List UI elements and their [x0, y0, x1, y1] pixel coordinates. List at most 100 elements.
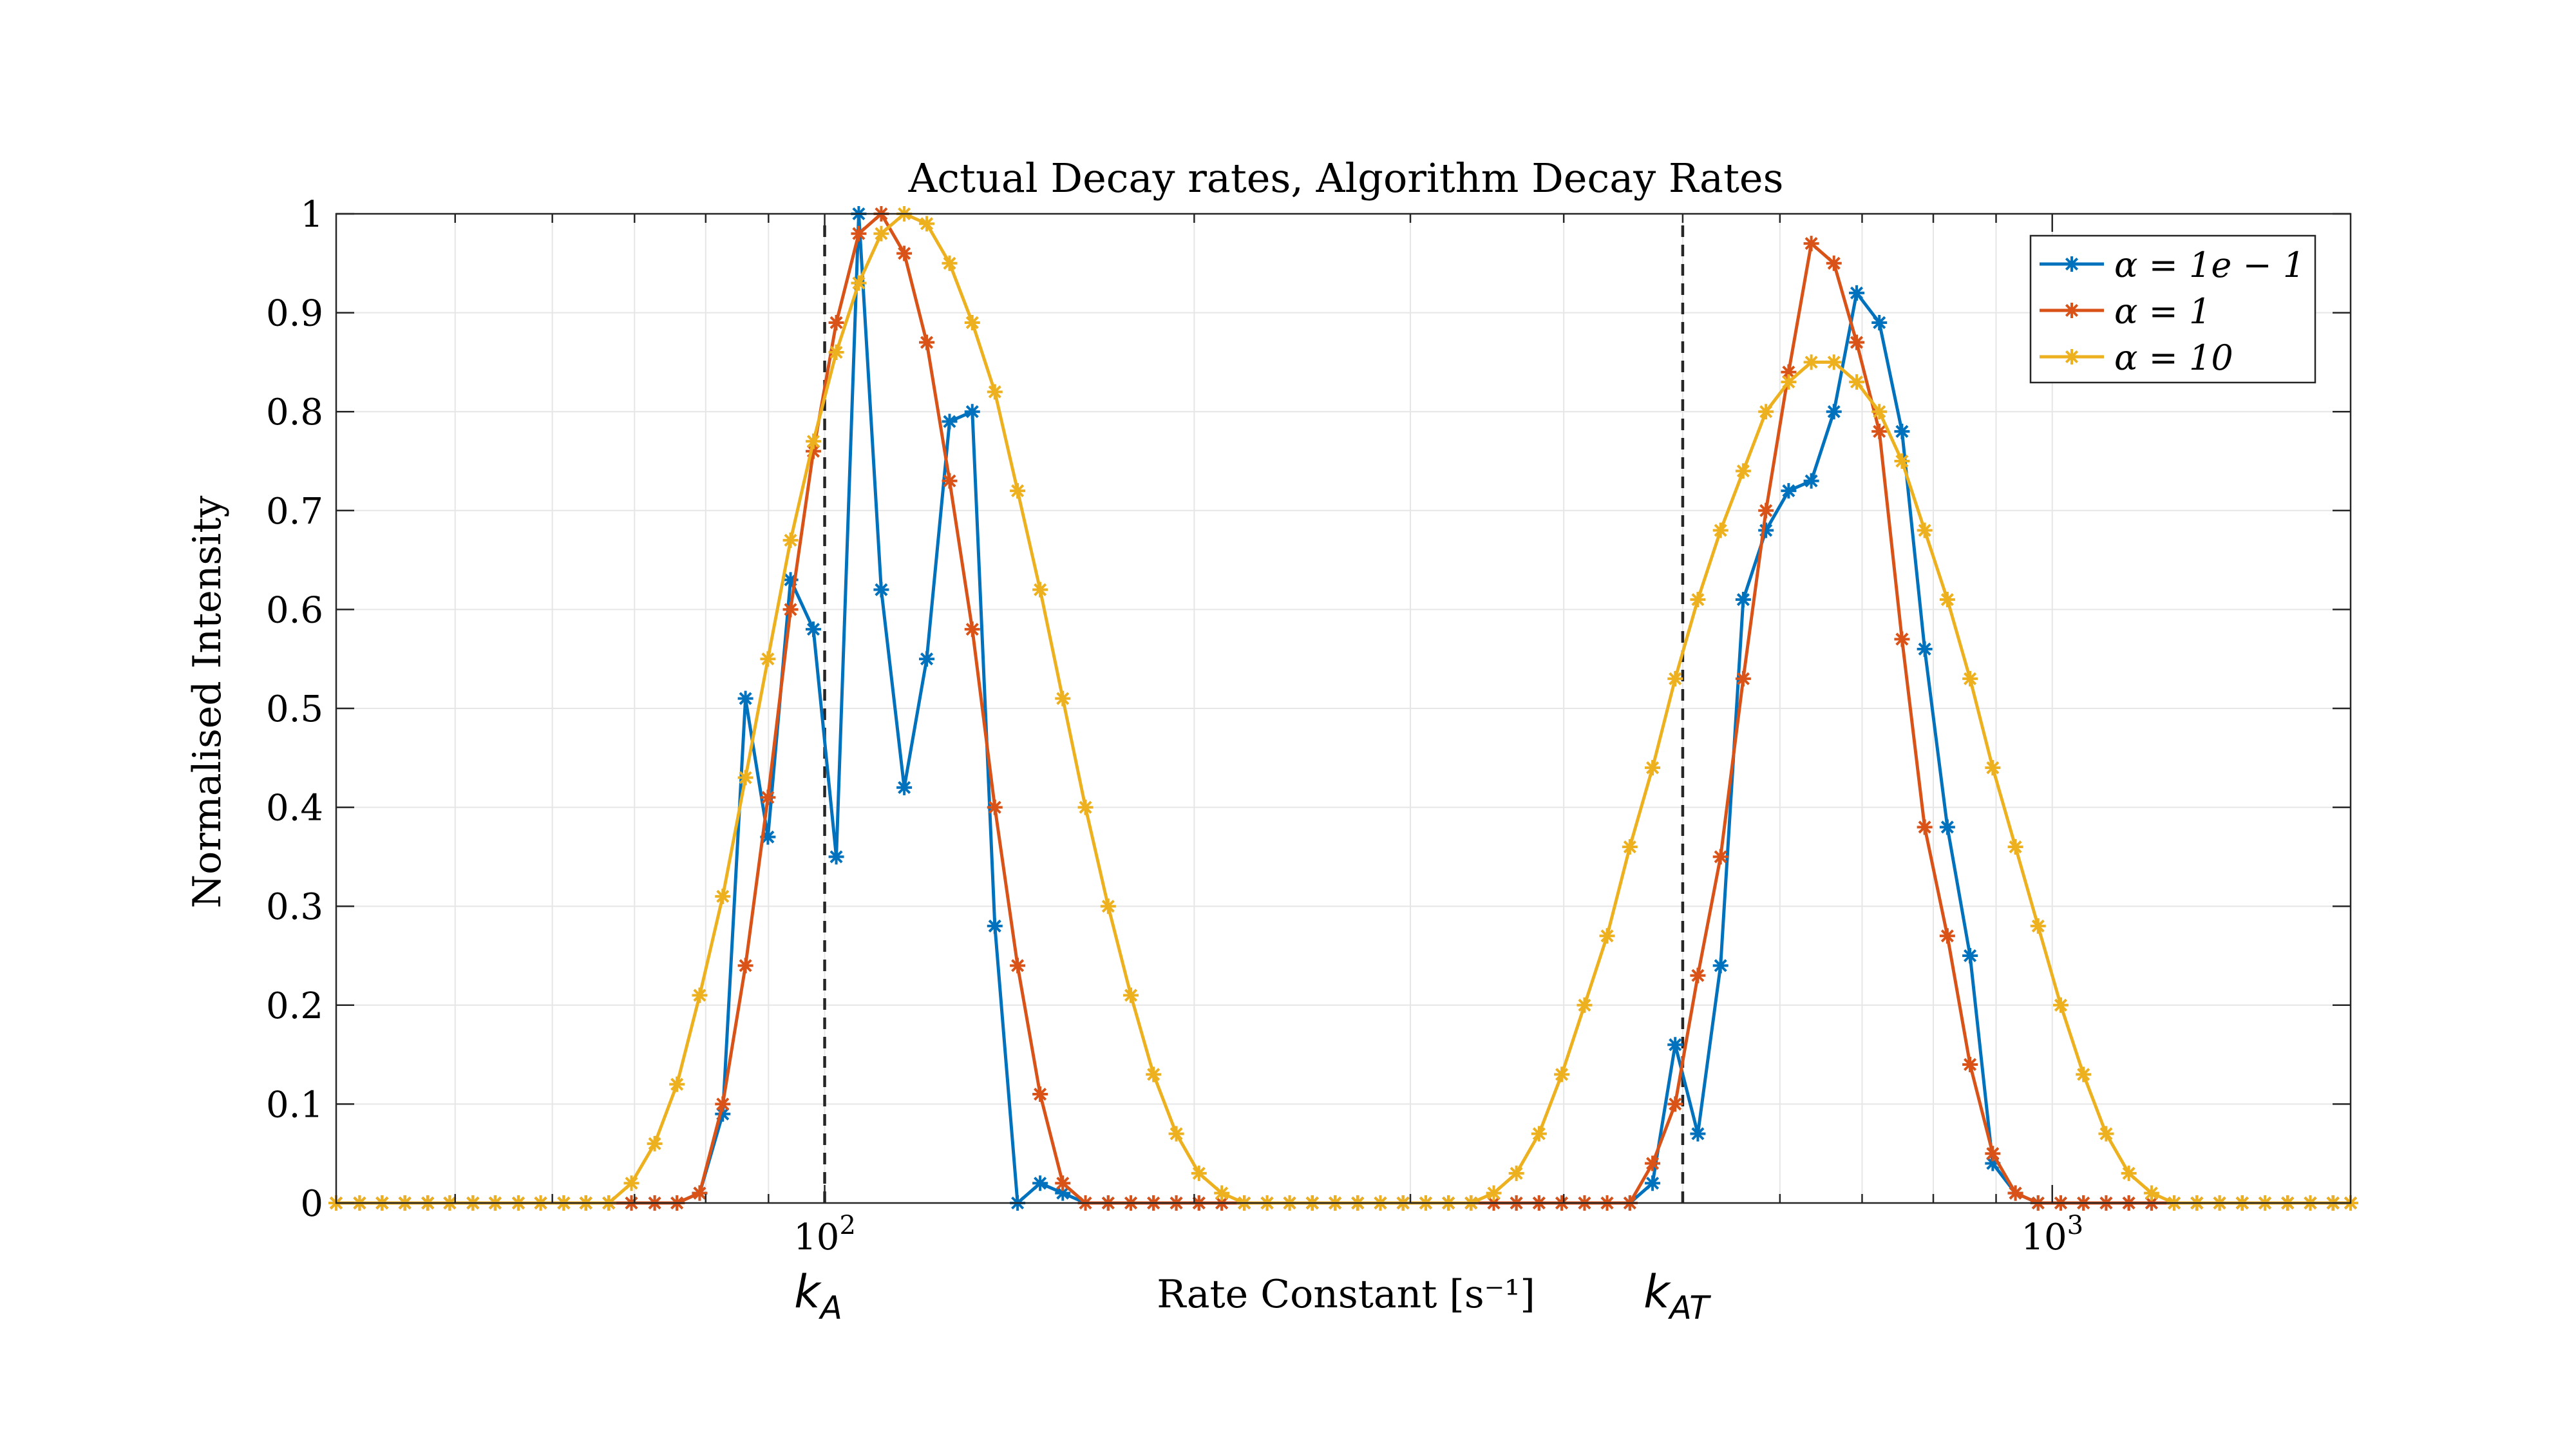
series-point [1191, 1165, 1207, 1181]
series-point [805, 433, 821, 450]
series-point [1486, 1185, 1502, 1201]
series-point [1690, 967, 1706, 983]
series-point [782, 532, 799, 548]
series-point [1712, 958, 1728, 974]
series-point [1985, 1146, 2001, 1162]
reference-label-sub: A [819, 1289, 842, 1327]
series-point [1645, 1175, 1661, 1191]
legend-label: α = 10 [2114, 337, 2233, 378]
series-point [623, 1175, 639, 1191]
series-point [1055, 1185, 1071, 1201]
y-tick-label: 0.4 [266, 788, 323, 829]
series-point [896, 779, 913, 795]
x-tick-base: 10 [793, 1217, 839, 1258]
y-tick-label: 0.8 [266, 392, 323, 433]
series-point [1894, 631, 1910, 647]
series-point [782, 601, 799, 618]
y-tick-label: 0.6 [266, 589, 323, 631]
y-tick-label: 0 [300, 1183, 323, 1225]
series-point [1849, 285, 1865, 301]
series-point [987, 384, 1003, 400]
series-point [1146, 1066, 1162, 1083]
series-point [851, 275, 867, 291]
series-point [760, 651, 776, 667]
series-point [1803, 473, 1819, 489]
series-point [942, 473, 958, 489]
reference-label-k: k [1643, 1265, 1671, 1318]
series-point [737, 958, 753, 974]
series-point [1826, 404, 1842, 420]
series-point [1939, 928, 1955, 944]
series-point [1939, 819, 1955, 835]
series-point [715, 1106, 731, 1122]
series-point [1690, 592, 1706, 608]
series-point [1894, 453, 1910, 469]
series-point [1100, 898, 1116, 914]
series-point [2098, 1126, 2114, 1142]
reference-label: kA [794, 1265, 842, 1327]
series-point [1985, 760, 2001, 776]
series-point [1168, 1126, 1184, 1142]
y-axis-label: Normalised Intensity [185, 496, 230, 909]
series-point [760, 790, 776, 806]
series-point [1803, 236, 1819, 252]
series-point [2076, 1066, 2092, 1083]
series-point [1917, 819, 1933, 835]
series-point [1849, 334, 1865, 350]
series-point [919, 334, 935, 350]
series-point [828, 345, 844, 361]
series-point [1985, 1155, 2001, 1171]
series-point [873, 582, 889, 598]
series-point [737, 770, 753, 786]
series-point [1055, 690, 1071, 706]
series-point [692, 987, 708, 1003]
series-point [1010, 958, 1026, 974]
series-point [1712, 522, 1728, 538]
series-point [1758, 404, 1774, 420]
series-point [1758, 502, 1774, 518]
x-tick-exponent: 2 [839, 1211, 855, 1240]
series-point [1939, 592, 1955, 608]
series-point [1645, 1155, 1661, 1171]
series-point [1871, 404, 1888, 420]
series-point [1032, 1086, 1048, 1103]
series-point [1803, 354, 1819, 370]
series-point [919, 216, 935, 232]
series-point [760, 829, 776, 845]
x-tick-exponent: 3 [2067, 1211, 2083, 1240]
series-point [1577, 997, 1593, 1013]
series-point [851, 225, 867, 242]
series-point [715, 888, 731, 904]
series-point [1962, 670, 1978, 687]
series-point [805, 443, 821, 459]
series-point [1917, 641, 1933, 657]
series-point [1849, 374, 1865, 390]
x-tick-label: 102 [793, 1211, 856, 1258]
x-tick-base: 10 [2021, 1217, 2067, 1258]
legend-label: α = 1e − 1 [2114, 245, 2305, 285]
series-point [1645, 760, 1661, 776]
x-tick-label: 103 [2021, 1211, 2083, 1258]
reference-label: kAT [1643, 1265, 1711, 1327]
series-point [1826, 354, 1842, 370]
series-point [805, 621, 821, 638]
series-point [987, 799, 1003, 815]
series-point [1735, 463, 1751, 479]
series-point [2007, 1185, 2023, 1201]
series-point [1894, 423, 1910, 439]
y-tick-label: 0.7 [266, 491, 323, 533]
series-point [1758, 522, 1774, 538]
series-point [737, 690, 753, 706]
series-point [1781, 483, 1797, 499]
series-point [1599, 928, 1615, 944]
series-point [2052, 997, 2069, 1013]
legend-marker [2064, 349, 2079, 365]
series-point [987, 918, 1003, 934]
series-point [1010, 483, 1026, 499]
series-point [942, 255, 958, 271]
legend-marker [2064, 256, 2079, 272]
series-point [1735, 670, 1751, 687]
series-point [1622, 839, 1638, 855]
series-point [1508, 1165, 1524, 1181]
